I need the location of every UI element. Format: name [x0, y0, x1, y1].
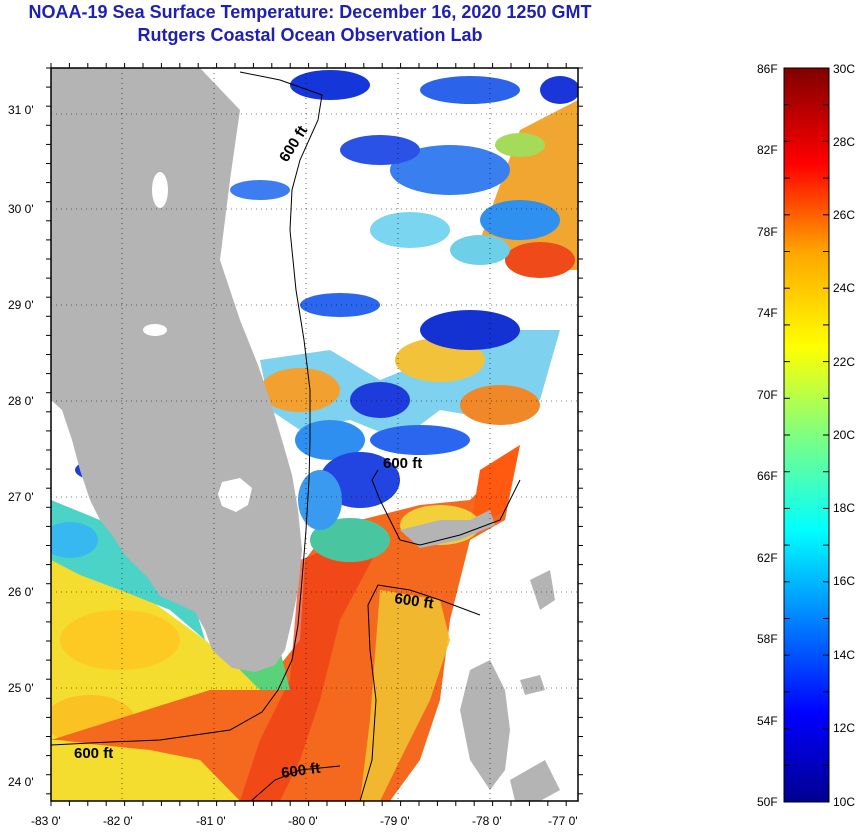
lon-tick-label: -82 0': [103, 814, 133, 828]
colorbar-f-label: 58F: [757, 632, 778, 646]
lat-tick-label: 30 0': [8, 202, 34, 216]
lat-tick-label: 29 0': [8, 298, 34, 312]
colorbar-c-label: 10C: [833, 795, 855, 809]
colorbar-f-label: 82F: [757, 143, 778, 157]
lat-tick-label: 24 0': [8, 775, 34, 789]
map-subtitle: Rutgers Coastal Ocean Observation Lab: [137, 25, 483, 45]
colorbar-c-label: 22C: [833, 355, 855, 369]
lon-tick-label: -81 0': [196, 814, 226, 828]
colorbar-f-label: 74F: [757, 306, 778, 320]
colorbar-c-label: 14C: [833, 648, 855, 662]
lat-tick-label: 26 0': [8, 585, 34, 599]
colorbar-c-label: 20C: [833, 428, 855, 442]
lon-tick-label: -79 0': [380, 814, 410, 828]
colorbar-c-labels: 30C 28C 26C 24C 22C 20C 18C 16C 14C 12C …: [833, 62, 855, 809]
contour-label: 600 ft: [393, 590, 434, 612]
contour-label: 600 ft: [280, 760, 321, 782]
colorbar-f-label: 62F: [757, 551, 778, 565]
colorbar-f-labels: 86F 82F 78F 74F 70F 66F 62F 58F 54F 50F: [757, 62, 778, 809]
colorbar-c-label: 28C: [833, 135, 855, 149]
colorbar-f-label: 86F: [757, 62, 778, 76]
contour-label: 600 ft: [383, 455, 422, 472]
florida-land: [51, 68, 302, 672]
sst-map: [51, 68, 578, 801]
colorbar-f-label: 54F: [757, 714, 778, 728]
bahamas-land: [400, 510, 495, 548]
lat-tick-label: 31 0': [8, 103, 34, 117]
axis-ticks: [46, 63, 583, 806]
lon-axis-labels: -83 0' -82 0' -81 0' -80 0' -79 0' -78 0…: [31, 814, 578, 828]
colorbar-c-label: 24C: [833, 281, 855, 295]
colorbar-f-label: 70F: [757, 388, 778, 402]
lon-tick-label: -78 0': [472, 814, 502, 828]
map-frame: [50, 67, 579, 802]
colorbar-c-label: 12C: [833, 721, 855, 735]
lon-tick-label: -80 0': [288, 814, 318, 828]
lake-okeechobee: [218, 478, 252, 512]
lat-tick-label: 27 0': [8, 490, 34, 504]
lat-tick-label: 25 0': [8, 681, 34, 695]
lon-tick-label: -83 0': [31, 814, 61, 828]
isobath-contours: [51, 71, 521, 801]
graticule: [51, 68, 578, 801]
colorbar-f-label: 50F: [757, 795, 778, 809]
map-title: NOAA-19 Sea Surface Temperature: Decembe…: [28, 2, 592, 22]
colorbar-c-label: 16C: [833, 574, 855, 588]
colorbar-f-label: 78F: [757, 225, 778, 239]
colorbar-c-label: 26C: [833, 208, 855, 222]
lon-tick-label: -77 0': [548, 814, 578, 828]
colorbar-c-label: 18C: [833, 501, 855, 515]
colorbar-ticks: [784, 67, 829, 766]
contour-label: 600 ft: [74, 745, 113, 762]
andros-land: [460, 660, 510, 790]
colorbar-c-label: 30C: [833, 62, 855, 76]
colorbar: [783, 67, 830, 803]
lat-tick-label: 28 0': [8, 394, 34, 408]
colorbar-f-label: 66F: [757, 469, 778, 483]
lat-axis-labels: 31 0' 30 0' 29 0' 28 0' 27 0' 26 0' 25 0…: [8, 103, 34, 789]
